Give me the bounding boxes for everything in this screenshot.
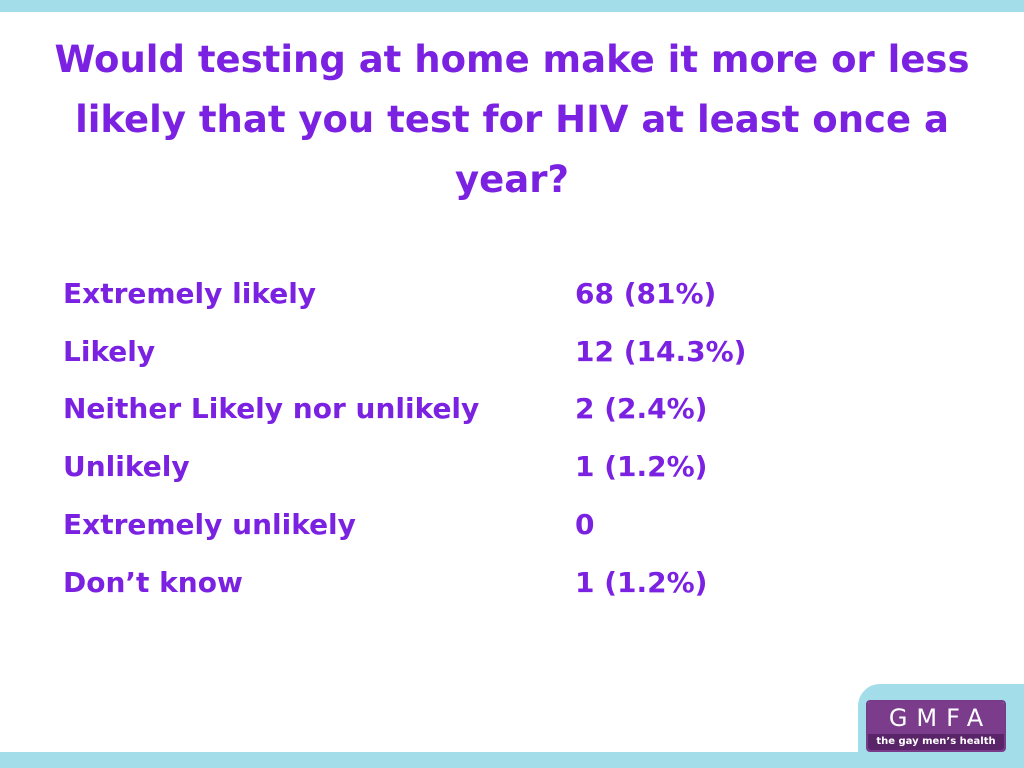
answer-label: Extremely likely — [63, 277, 317, 310]
logo-name: GMFA — [868, 702, 1004, 734]
answer-label: Neither Likely nor unlikely — [63, 392, 480, 426]
answer-count: 1 (1.2%) — [575, 450, 708, 484]
answer-count: 0 — [575, 507, 595, 541]
answer-label: Extremely unlikely — [63, 507, 356, 541]
top-bar — [0, 0, 1024, 12]
title: Would testing at home make it more or le… — [54, 38, 970, 201]
answer-label: Unlikely — [63, 450, 190, 484]
logo-tagline: the gay men’s health charity — [868, 734, 1004, 750]
answer-label: Likely — [63, 334, 156, 368]
answer-count: 68 (81%) — [575, 277, 717, 310]
answer-label: Don’t know — [63, 565, 243, 599]
answer-count: 12 (14.3%) — [575, 334, 747, 368]
answer-count: 1 (1.2%) — [575, 565, 708, 599]
bottom-bar — [0, 752, 1024, 768]
logo: GMFA the gay men’s health charity — [866, 700, 1006, 752]
answer-count: 2 (2.4%) — [575, 392, 708, 426]
